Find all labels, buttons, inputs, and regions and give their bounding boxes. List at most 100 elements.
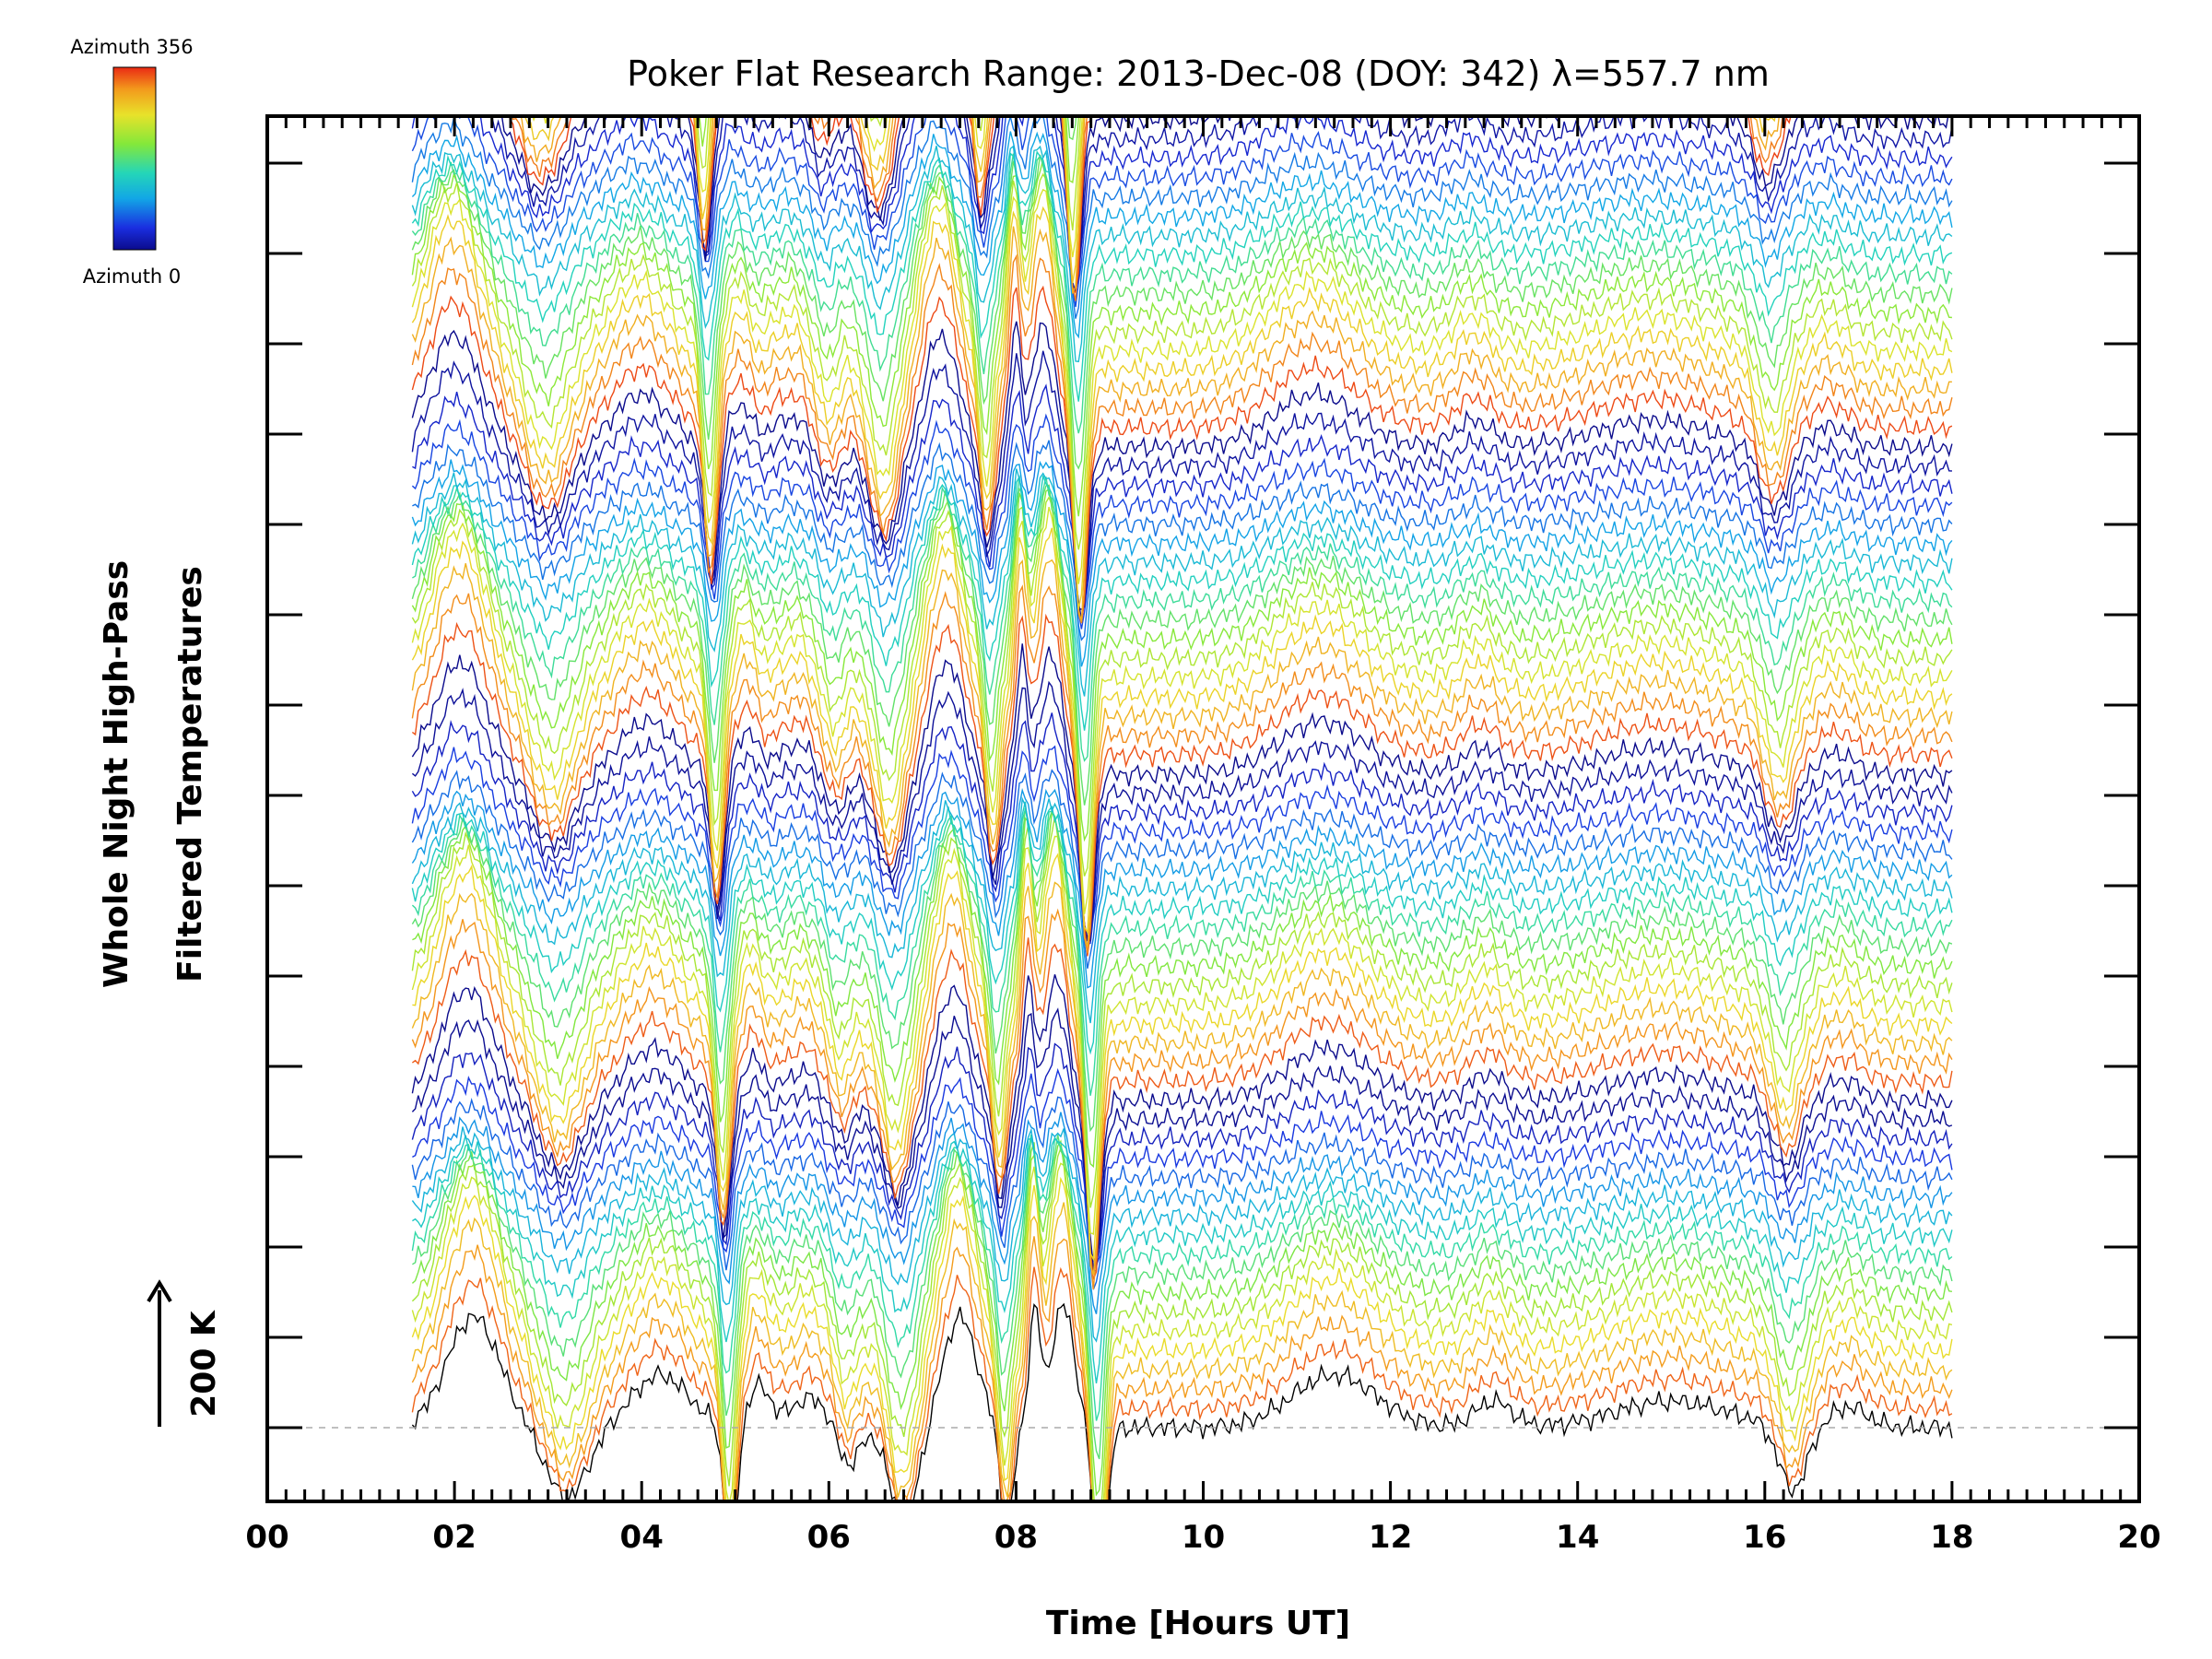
series-line-31 [411,745,1953,946]
series-line-23 [411,816,1953,1208]
series-line-13 [411,1096,1953,1290]
series-line-73 [532,116,1083,258]
y-axis-ticks [267,161,2139,1430]
series-line-20 [411,881,1953,1276]
series-layer [411,0,1953,1501]
series-line-51 [411,321,1953,621]
x-tick-label: 06 [807,1519,851,1556]
series-line-64 [411,116,1953,319]
series-line-30 [411,769,1953,969]
series-line-33 [411,680,1953,940]
series-line-61 [411,150,1953,402]
series-line-5 [411,1162,1953,1501]
series-line-7 [411,1139,1953,1497]
series-line-35 [411,613,1953,957]
x-tick-label: 14 [1556,1519,1599,1556]
series-line-25 [411,807,1953,1133]
series-line-1 [411,1266,1953,1501]
series-line-6 [411,1146,1953,1501]
colorbar-bottom-label: Azimuth 0 [83,265,182,288]
series-line-18 [411,937,1953,1280]
series-line-43 [412,476,1953,762]
scale-bar: 200 K [147,1279,223,1427]
series-line-48 [411,413,1953,629]
series-line-55 [411,206,1953,610]
series-line-17 [411,974,1953,1272]
series-line-44 [411,475,1953,731]
series-line-57 [411,172,1953,550]
scale-bar-label: 200 K [185,1310,223,1418]
series-line-36 [411,584,1953,954]
series-line-68 [500,116,1949,295]
series-line-28 [411,796,1953,1024]
x-tick-label: 04 [620,1519,664,1556]
series-line-79 [412,0,1951,35]
series-line-59 [411,154,1953,470]
series-line-46 [411,459,1953,667]
series-line-34 [411,643,1953,942]
series-line-39 [411,506,1953,914]
series-line-49 [412,383,1953,618]
x-tick-label: 18 [1930,1519,1973,1556]
series-line-58 [411,159,1952,517]
x-tick-label: 20 [2117,1519,2160,1556]
series-line-56 [411,188,1953,584]
series-line-54 [411,226,1952,622]
x-axis-title: Time [Hours UT] [1046,1605,1350,1642]
series-line-2 [411,1236,1953,1501]
series-line-37 [411,559,1953,947]
x-tick-label: 12 [1369,1519,1412,1556]
series-line-50 [411,350,1952,610]
scale-bar-arrow-head [147,1279,172,1303]
series-line-62 [411,145,1953,363]
y-axis-title-line-2: Filtered Temperatures [171,566,209,982]
series-line-11 [411,1126,1953,1343]
series-line-0 [411,1302,1953,1501]
x-tick-label: 02 [432,1519,476,1556]
x-tick-label: 00 [245,1519,288,1556]
series-line-66 [411,116,1953,294]
x-tick-label: 10 [1182,1519,1225,1556]
series-line-63 [411,131,1953,339]
colorbar-ramp [112,66,157,251]
series-line-10 [412,1135,1953,1384]
series-line-4 [411,1176,1953,1501]
colorbar-top-label: Azimuth 356 [70,36,193,58]
series-line-42 [411,484,1953,806]
x-tick-labels: 00 02 04 06 08 10 12 14 16 18 20 [245,1519,2160,1556]
series-line-67 [490,116,1953,292]
series-line-29 [411,787,1953,989]
series-line-27 [411,801,1953,1055]
x-axis-ticks [265,116,2141,1501]
series-line-47 [412,440,1953,641]
series-line-12 [412,1112,1953,1314]
colorbar: Azimuth 356 Azimuth 0 [70,36,193,288]
series-line-53 [411,253,1953,624]
series-line-60 [411,153,1953,434]
series-line-21 [412,853,1953,1262]
x-tick-label: 16 [1743,1519,1786,1556]
series-line-19 [411,908,1953,1289]
series-line-24 [412,809,1953,1169]
series-line-9 [411,1135,1953,1421]
series-line-26 [411,808,1953,1096]
series-line-38 [411,527,1953,935]
series-line-80 [412,0,1951,7]
series-line-3 [411,1202,1953,1501]
series-line-65 [411,116,1953,308]
y-axis-title-line-1: Whole Night High-Pass [98,560,135,988]
x-tick-label: 08 [994,1519,1038,1556]
series-line-22 [411,835,1953,1235]
series-line-71 [520,116,1781,294]
series-line-45 [411,468,1953,697]
series-line-8 [412,1134,1953,1460]
chart-title: Poker Flat Research Range: 2013-Dec-08 (… [627,53,1770,94]
series-line-41 [411,488,1953,842]
series-line-16 [411,1007,1953,1269]
series-line-40 [411,495,1953,877]
series-line-15 [411,1042,1953,1268]
series-line-32 [411,712,1953,942]
series-line-14 [412,1067,1953,1275]
series-line-52 [411,285,1953,623]
